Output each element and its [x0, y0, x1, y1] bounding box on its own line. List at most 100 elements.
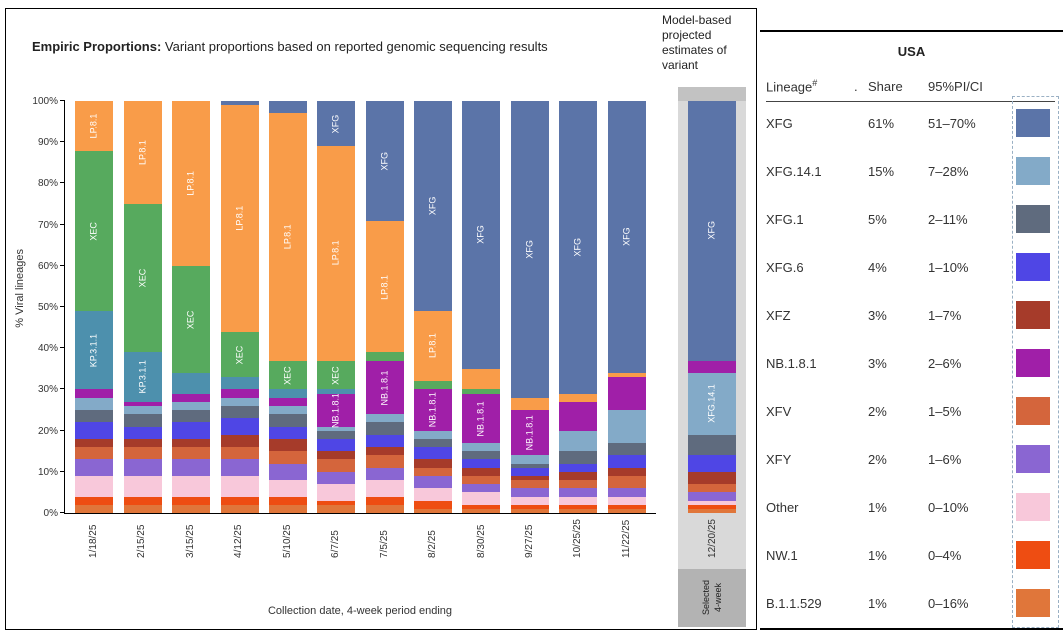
bar-segment-Other[interactable]: [172, 475, 211, 497]
bar-segment-KP.3.1.1[interactable]: [268, 389, 307, 398]
bar-segment-XFG.1[interactable]: [607, 443, 646, 456]
bar-segment-B.1.1.529[interactable]: [317, 504, 356, 513]
bar-segment-XFZ[interactable]: [268, 438, 307, 452]
bar-segment-LP.8.1[interactable]: LP.8.1: [123, 101, 162, 205]
bar-segment-XFY[interactable]: [123, 459, 162, 476]
bar-segment-LP.8.1[interactable]: [510, 397, 549, 411]
bar-segment-XFY[interactable]: [607, 488, 646, 497]
bar-segment-NW.1[interactable]: [559, 504, 598, 509]
bar-segment-KP.3.1.1[interactable]: KP.3.1.1: [123, 352, 162, 402]
bar-segment-XFG.6[interactable]: [462, 459, 501, 468]
bar-segment-XFG.1[interactable]: [220, 405, 259, 419]
bar-segment-Other[interactable]: [414, 488, 452, 501]
bar-segment-B.1.1.529[interactable]: [510, 508, 549, 513]
bar-segment-XFG.14.1[interactable]: [510, 455, 549, 464]
bar-segment-XEC[interactable]: XEC: [172, 265, 211, 373]
bar-segment-XFV[interactable]: [365, 455, 404, 468]
bar-segment-XFG.6[interactable]: [607, 455, 646, 468]
bar-segment-XFV[interactable]: [510, 480, 549, 489]
bar-segment-XFZ[interactable]: [688, 471, 736, 485]
bar-segment-NB.1.8.1[interactable]: [268, 397, 307, 406]
bar-segment-NW.1[interactable]: [510, 504, 549, 509]
bar-segment-XFG.6[interactable]: [559, 463, 598, 472]
bar-segment-XFG.14.1[interactable]: XFG.14.1: [688, 372, 736, 435]
bar-segment-NB.1.8.1[interactable]: NB.1.8.1: [462, 393, 501, 444]
bar-segment-B.1.1.529[interactable]: [220, 504, 259, 513]
bar-segment-XFG.14.1[interactable]: [462, 443, 501, 452]
stacked-bar[interactable]: XFG: [607, 101, 646, 513]
bar-segment-KP.3.1.1[interactable]: KP.3.1.1: [75, 311, 114, 390]
bar-segment-NB.1.8.1[interactable]: [220, 389, 259, 398]
stacked-bar[interactable]: NB.1.8.1 XEC LP.8.1 XFG: [317, 101, 356, 513]
bar-segment-NB.1.8.1[interactable]: [172, 393, 211, 402]
bar-segment-XFG.14.1[interactable]: [365, 414, 404, 423]
bar-segment-XFV[interactable]: [75, 447, 114, 460]
bar-segment-XFV[interactable]: [414, 467, 452, 476]
bar-segment-LP.8.1[interactable]: LP.8.1: [365, 220, 404, 353]
bar-segment-XFY[interactable]: [462, 484, 501, 493]
col-header-share[interactable]: Share: [868, 79, 903, 95]
stacked-bar[interactable]: XEC LP.8.1: [172, 101, 211, 513]
bar-segment-XFG.1[interactable]: [123, 414, 162, 427]
bar-segment-NB.1.8.1[interactable]: NB.1.8.1: [510, 410, 549, 456]
bar-segment-NB.1.8.1[interactable]: [607, 377, 646, 411]
bar-segment-B.1.1.529[interactable]: [414, 508, 452, 513]
stacked-bar[interactable]: XEC LP.8.1: [268, 101, 307, 513]
bar-segment-LP.8.1[interactable]: LP.8.1: [268, 113, 307, 361]
bar-segment-Other[interactable]: [510, 496, 549, 505]
bar-segment-XFG.1[interactable]: [172, 410, 211, 423]
bar-segment-XEC[interactable]: [365, 352, 404, 361]
stacked-bar[interactable]: NB.1.8.1 LP.8.1 XFG: [414, 101, 452, 513]
bar-segment-XEC[interactable]: XEC: [268, 360, 307, 390]
bar-segment-XFZ[interactable]: [172, 438, 211, 448]
bar-segment-LP.8.1[interactable]: LP.8.1: [75, 101, 114, 151]
bar-segment-XFG.1[interactable]: [365, 422, 404, 435]
bar-segment-Other[interactable]: [268, 480, 307, 497]
bar-segment-XFV[interactable]: [172, 447, 211, 460]
bar-segment-XFZ[interactable]: [607, 467, 646, 476]
bar-segment-XFV[interactable]: [317, 459, 356, 472]
bar-segment-XFG.6[interactable]: [317, 438, 356, 452]
bar-segment-NW.1[interactable]: [365, 496, 404, 505]
bar-segment-XFG.1[interactable]: [414, 438, 452, 448]
bar-segment-B.1.1.529[interactable]: [268, 504, 307, 513]
bar-segment-LP.8.1[interactable]: LP.8.1: [414, 311, 452, 382]
bar-segment-B.1.1.529[interactable]: [607, 508, 646, 513]
bar-segment-Other[interactable]: [220, 475, 259, 497]
bar-segment-XFG[interactable]: [220, 101, 259, 106]
bar-segment-XFG.14.1[interactable]: [317, 426, 356, 431]
bar-segment-XEC[interactable]: XEC: [220, 331, 259, 378]
bar-segment-XFG[interactable]: XFG: [607, 101, 646, 373]
bar-segment-XFG.1[interactable]: [317, 430, 356, 439]
bar-segment-NW.1[interactable]: [688, 504, 736, 509]
bar-segment-XFZ[interactable]: [414, 459, 452, 468]
bar-segment-XFG.6[interactable]: [510, 467, 549, 476]
bar-segment-XFZ[interactable]: [510, 475, 549, 481]
bar-segment-Other[interactable]: [462, 492, 501, 505]
bar-segment-NB.1.8.1[interactable]: NB.1.8.1: [414, 389, 452, 431]
stacked-bar[interactable]: KP.3.1.1 XEC LP.8.1: [123, 101, 162, 513]
bar-segment-NW.1[interactable]: [220, 496, 259, 505]
bar-segment-NB.1.8.1[interactable]: [688, 360, 736, 373]
bar-segment-XFG[interactable]: XFG: [365, 101, 404, 221]
bar-segment-NW.1[interactable]: [172, 496, 211, 505]
bar-segment-LP.8.1[interactable]: LP.8.1: [220, 105, 259, 332]
bar-segment-XFY[interactable]: [172, 459, 211, 476]
bar-segment-XFY[interactable]: [268, 463, 307, 481]
bar-segment-NW.1[interactable]: [414, 500, 452, 509]
stacked-bar[interactable]: NB.1.8.1 XFG: [462, 101, 501, 513]
bar-segment-Other[interactable]: [75, 475, 114, 497]
bar-segment-XFV[interactable]: [220, 447, 259, 460]
bar-segment-NW.1[interactable]: [462, 504, 501, 509]
stacked-bar[interactable]: NB.1.8.1 XFG: [510, 101, 549, 513]
bar-segment-XFG.1[interactable]: [510, 463, 549, 468]
bar-segment-XFG.6[interactable]: [365, 434, 404, 448]
bar-segment-XEC[interactable]: XEC: [123, 204, 162, 353]
stacked-bar[interactable]: XEC LP.8.1: [220, 101, 259, 513]
bar-segment-XFG.14.1[interactable]: [268, 405, 307, 415]
bar-segment-XFV[interactable]: [268, 451, 307, 464]
bar-segment-B.1.1.529[interactable]: [365, 504, 404, 513]
bar-segment-XFG[interactable]: XFG: [688, 101, 736, 361]
bar-segment-XFG.14.1[interactable]: [220, 397, 259, 406]
bar-segment-XFG.14.1[interactable]: [172, 401, 211, 411]
